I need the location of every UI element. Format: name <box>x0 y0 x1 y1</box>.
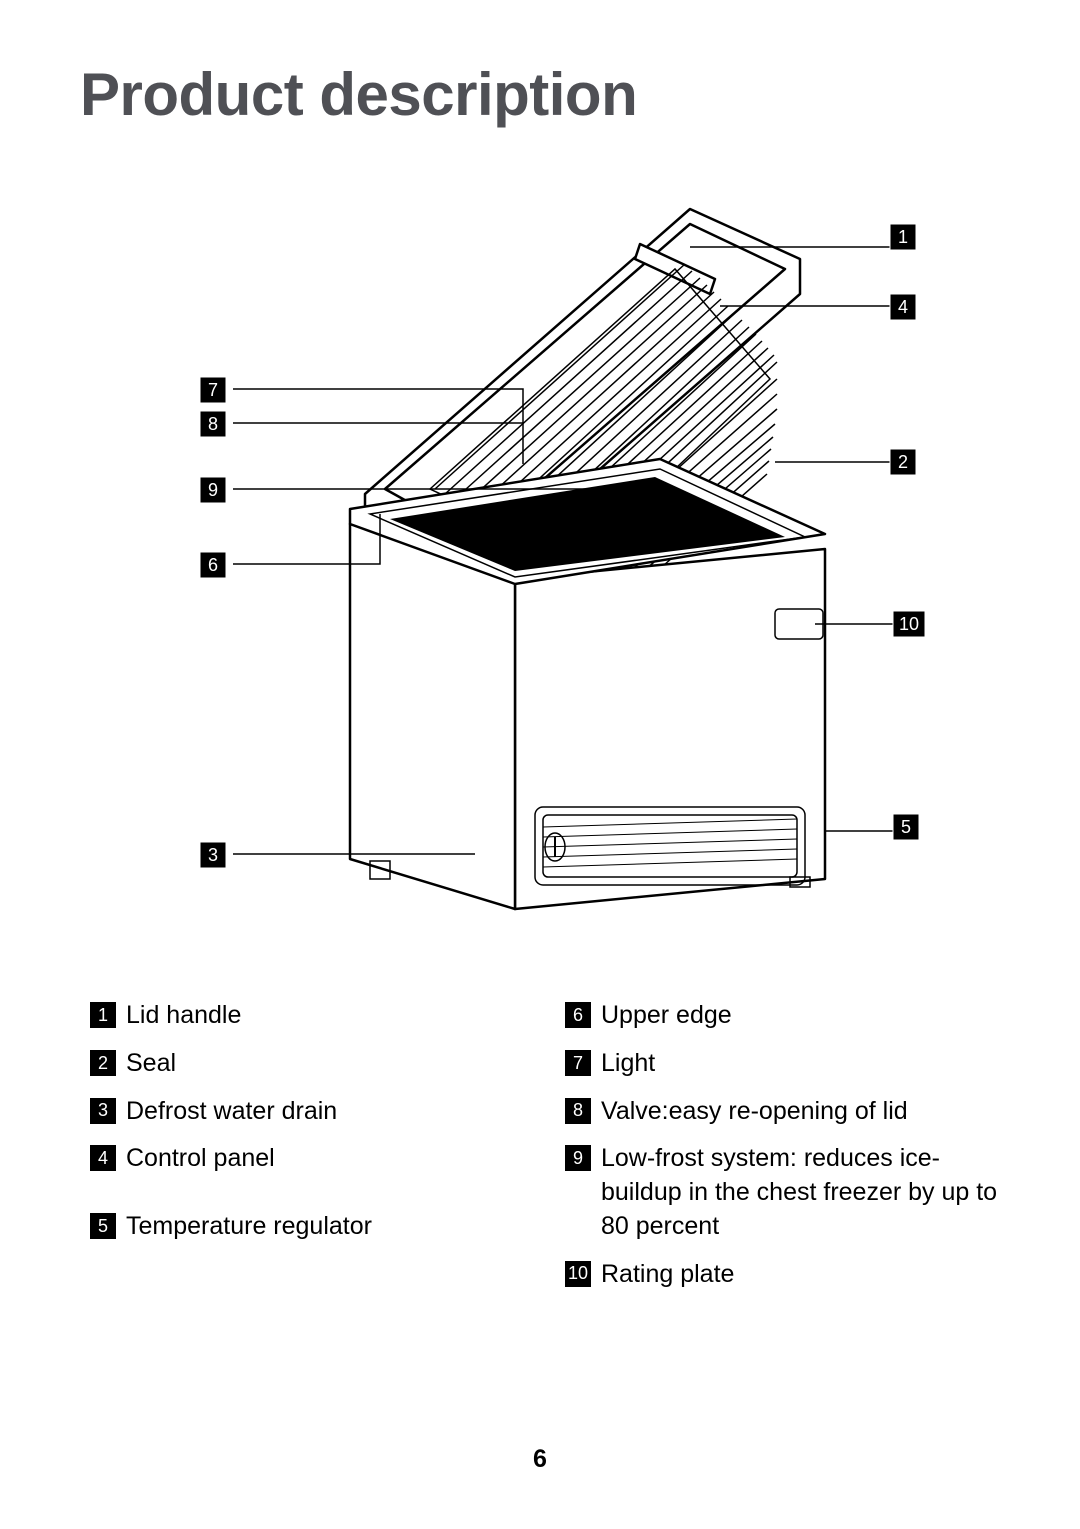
legend-text: Temperature regulator <box>126 1210 372 1244</box>
legend-right-column: 6 Upper edge 7 Light 8 Valve:easy re-opening … <box>565 999 1000 1305</box>
legend-text: Defrost water drain <box>126 1095 337 1129</box>
callout-number-7: 7 <box>208 380 218 400</box>
legend-left-column: 1 Lid handle 2 Seal 3 Defrost water drain 4 Con… <box>90 999 525 1305</box>
legend-number: 3 <box>90 1098 116 1124</box>
callout-number-10: 10 <box>899 614 919 634</box>
product-diagram: 1 4 2 10 5 7 8 9 6 3 <box>80 179 1000 939</box>
legend-number: 7 <box>565 1050 591 1076</box>
legend-number: 2 <box>90 1050 116 1076</box>
legend: 1 Lid handle 2 Seal 3 Defrost water drain 4 Con… <box>90 999 1000 1305</box>
legend-text: Valve:easy re-opening of lid <box>601 1095 908 1129</box>
callout-number-3: 3 <box>208 845 218 865</box>
legend-item-5: 5 Temperature regulator <box>90 1210 525 1244</box>
legend-text: Upper edge <box>601 999 732 1033</box>
legend-item-4: 4 Control panel <box>90 1142 525 1176</box>
legend-number: 8 <box>565 1098 591 1124</box>
legend-text: Light <box>601 1047 655 1081</box>
callout-number-4: 4 <box>898 297 908 317</box>
page-title: Product description <box>80 60 1000 129</box>
legend-number: 6 <box>565 1002 591 1028</box>
legend-text: Seal <box>126 1047 176 1081</box>
legend-number: 9 <box>565 1145 591 1171</box>
legend-text: Control panel <box>126 1142 275 1176</box>
legend-text: Rating plate <box>601 1258 734 1292</box>
legend-item-9: 9 Low-frost system: reduces ice-buildup i… <box>565 1142 1000 1243</box>
legend-item-10: 10 Rating plate <box>565 1258 1000 1292</box>
legend-item-2: 2 Seal <box>90 1047 525 1081</box>
freezer-svg: 1 4 2 10 5 7 8 9 6 3 <box>80 179 1000 939</box>
callout-number-6: 6 <box>208 555 218 575</box>
legend-number: 10 <box>565 1261 591 1287</box>
callout-number-5: 5 <box>901 817 911 837</box>
callout-number-2: 2 <box>898 452 908 472</box>
legend-number: 4 <box>90 1145 116 1171</box>
callout-number-9: 9 <box>208 480 218 500</box>
legend-item-6: 6 Upper edge <box>565 999 1000 1033</box>
legend-item-7: 7 Light <box>565 1047 1000 1081</box>
legend-number: 1 <box>90 1002 116 1028</box>
legend-text: Low-frost system: reduces ice-buildup in… <box>601 1142 1000 1243</box>
callout-number-1: 1 <box>898 227 908 247</box>
legend-item-1: 1 Lid handle <box>90 999 525 1033</box>
callout-number-8: 8 <box>208 414 218 434</box>
legend-number: 5 <box>90 1213 116 1239</box>
page-number: 6 <box>0 1445 1080 1474</box>
legend-item-8: 8 Valve:easy re-opening of lid <box>565 1095 1000 1129</box>
legend-text: Lid handle <box>126 999 241 1033</box>
legend-item-3: 3 Defrost water drain <box>90 1095 525 1129</box>
